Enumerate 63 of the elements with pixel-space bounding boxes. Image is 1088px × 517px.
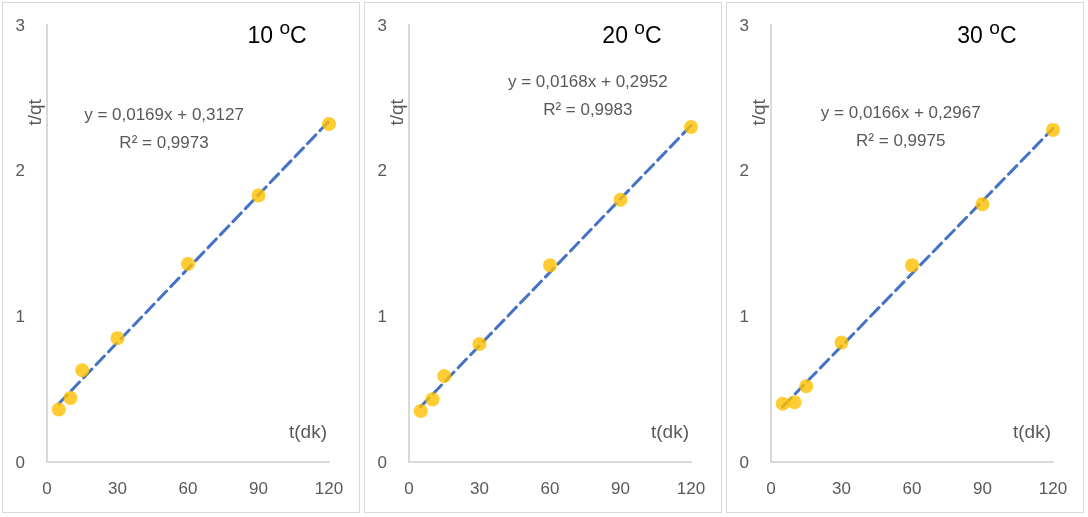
point bbox=[75, 363, 90, 378]
x-tick-label: 0 bbox=[42, 479, 52, 498]
point bbox=[905, 258, 919, 273]
x-axis-title: t(dk) bbox=[651, 421, 689, 442]
y-tick-label: 3 bbox=[15, 15, 25, 35]
x-axis-title: t(dk) bbox=[1013, 421, 1051, 442]
y-tick-label: 2 bbox=[15, 161, 25, 181]
x-tick-label: 90 bbox=[249, 479, 268, 498]
chart-title: 30 $^{o}$C bbox=[957, 17, 1017, 49]
annotation: R² = 0,9975 bbox=[856, 130, 946, 150]
point bbox=[437, 369, 452, 384]
y-tick-label: 1 bbox=[739, 306, 749, 326]
x-tick-label: 90 bbox=[973, 479, 992, 498]
y-tick-label: 0 bbox=[15, 452, 25, 472]
point bbox=[775, 396, 790, 411]
chart-title: 20 $^{o}$C bbox=[602, 17, 662, 49]
x-tick-label: 30 bbox=[470, 479, 489, 498]
y-tick-label: 1 bbox=[15, 306, 25, 326]
point bbox=[181, 256, 195, 271]
point bbox=[787, 395, 802, 410]
x-tick-label: 0 bbox=[766, 479, 776, 498]
x-axis-title: t(dk) bbox=[289, 421, 327, 442]
x-tick-label: 120 bbox=[314, 479, 344, 498]
annotation: y = 0,0166x + 0,2967 bbox=[820, 102, 981, 122]
point bbox=[51, 402, 66, 417]
y-tick-label: 3 bbox=[377, 15, 387, 35]
annotation: R² = 0,9983 bbox=[543, 100, 633, 120]
x-tick-label: 60 bbox=[902, 479, 922, 498]
y-tick-label: 2 bbox=[377, 161, 387, 181]
x-tick-label: 120 bbox=[1038, 479, 1068, 498]
point bbox=[799, 379, 814, 394]
y-tick-label: 0 bbox=[377, 452, 387, 472]
y-tick-label: 2 bbox=[739, 161, 749, 181]
point bbox=[613, 192, 628, 207]
x-tick-label: 60 bbox=[540, 479, 560, 498]
point bbox=[425, 392, 440, 407]
x-tick-label: 0 bbox=[404, 479, 414, 498]
point bbox=[472, 337, 487, 352]
x-tick-label: 30 bbox=[832, 479, 851, 498]
point bbox=[543, 258, 557, 273]
x-tick-label: 120 bbox=[676, 479, 706, 498]
chart-title: 10 $^{o}$C bbox=[247, 17, 307, 49]
y-axis-title: t/qt bbox=[23, 98, 45, 126]
y-tick-label: 0 bbox=[739, 452, 749, 472]
annotation: y = 0,0168x + 0,2952 bbox=[507, 72, 668, 92]
point bbox=[322, 117, 336, 132]
point bbox=[684, 119, 698, 134]
point bbox=[110, 331, 125, 346]
y-tick-label: 1 bbox=[377, 306, 387, 326]
y-axis-title: t/qt bbox=[385, 98, 407, 126]
x-tick-label: 60 bbox=[178, 479, 198, 498]
point bbox=[413, 404, 428, 419]
annotation: y = 0,0169x + 0,3127 bbox=[84, 105, 244, 125]
point bbox=[975, 197, 990, 212]
y-axis-title: t/qt bbox=[747, 98, 769, 126]
point bbox=[1046, 122, 1060, 137]
y-tick-label: 3 bbox=[739, 15, 749, 35]
point bbox=[251, 188, 266, 203]
x-tick-label: 30 bbox=[108, 479, 127, 498]
point bbox=[834, 335, 849, 350]
x-tick-label: 90 bbox=[611, 479, 630, 498]
point bbox=[63, 390, 78, 405]
annotation: R² = 0,9973 bbox=[119, 133, 209, 153]
